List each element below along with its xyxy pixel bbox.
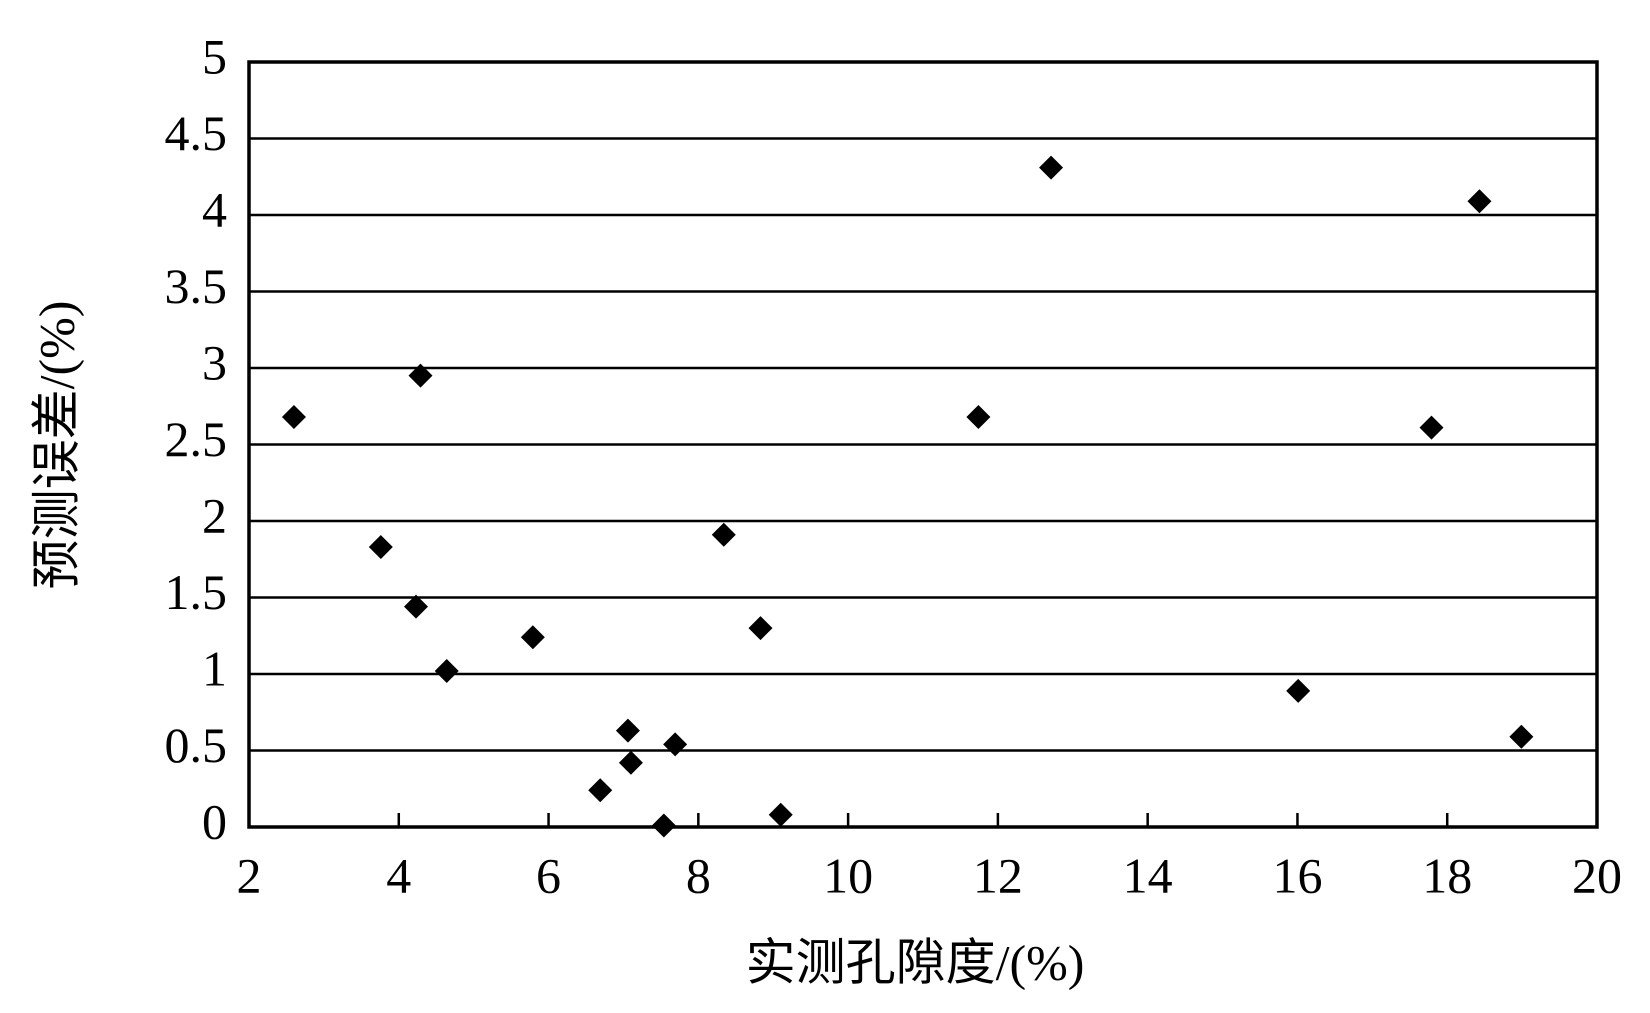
y-tick-label: 4.5 bbox=[165, 105, 228, 161]
point bbox=[520, 625, 545, 650]
x-axis-label: 实测孔隙度/(%) bbox=[746, 934, 1085, 990]
x-tick-label: 16 bbox=[1272, 847, 1322, 903]
plot-frame bbox=[247, 60, 1599, 829]
point bbox=[711, 522, 736, 547]
x-tick-label: 18 bbox=[1422, 847, 1472, 903]
y-tick-label: 2 bbox=[202, 487, 227, 543]
x-tick-label: 12 bbox=[973, 847, 1023, 903]
point bbox=[1039, 155, 1064, 180]
y-tick-label: 1 bbox=[202, 640, 227, 696]
point bbox=[1419, 415, 1444, 440]
y-tick-label: 3 bbox=[202, 334, 227, 390]
y-tick-label: 4 bbox=[202, 181, 227, 237]
x-tick-label: 2 bbox=[237, 847, 262, 903]
x-tick-label: 20 bbox=[1572, 847, 1622, 903]
point bbox=[663, 732, 688, 757]
y-tick-label: 3.5 bbox=[165, 258, 228, 314]
point bbox=[651, 813, 676, 838]
point bbox=[748, 616, 773, 641]
point bbox=[588, 778, 613, 803]
point bbox=[618, 750, 643, 775]
y-tick-label: 1.5 bbox=[165, 564, 228, 620]
point bbox=[1509, 724, 1534, 749]
x-tick-label: 14 bbox=[1123, 847, 1173, 903]
y-tick-label: 2.5 bbox=[165, 411, 228, 467]
point bbox=[434, 658, 459, 683]
point bbox=[281, 404, 306, 429]
point bbox=[1286, 678, 1311, 703]
point bbox=[1467, 189, 1492, 214]
y-tick-label: 5 bbox=[202, 28, 227, 84]
point bbox=[368, 535, 393, 560]
point bbox=[966, 404, 991, 429]
x-tick-label: 8 bbox=[686, 847, 711, 903]
point bbox=[768, 802, 793, 827]
point bbox=[615, 718, 640, 743]
point bbox=[408, 363, 433, 388]
x-tick-label: 6 bbox=[536, 847, 561, 903]
x-tick-label: 4 bbox=[386, 847, 411, 903]
point bbox=[404, 594, 429, 619]
y-tick-label: 0 bbox=[202, 793, 227, 849]
y-tick-label: 0.5 bbox=[165, 717, 228, 773]
y-axis-label: 预测误差/(%) bbox=[28, 301, 84, 590]
x-tick-label: 10 bbox=[823, 847, 873, 903]
